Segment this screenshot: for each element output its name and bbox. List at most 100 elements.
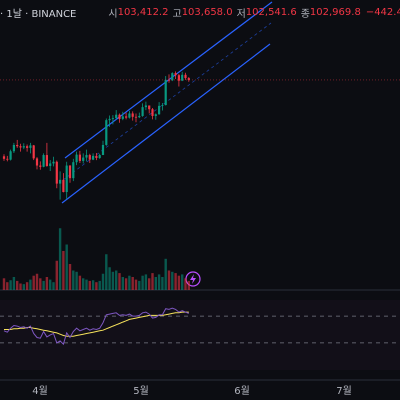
volume-bar	[45, 277, 49, 290]
candle-body	[184, 74, 187, 79]
candle-body	[154, 114, 157, 116]
volume-bar	[128, 275, 131, 290]
candle-body	[2, 156, 6, 159]
volume-bar	[58, 228, 62, 290]
volume-bar	[49, 279, 52, 290]
volume-bar	[157, 274, 161, 290]
candle-body	[59, 179, 62, 184]
candle-body	[88, 155, 91, 160]
rsi-pane	[0, 300, 400, 370]
candle-body	[115, 114, 118, 119]
volume-bar	[95, 282, 98, 290]
candle-body	[55, 161, 58, 184]
ohlc-label: 저	[236, 8, 246, 20]
volume-bar	[144, 274, 148, 290]
candle-body	[177, 75, 180, 81]
candle-body	[144, 105, 147, 108]
volume-bar	[101, 273, 105, 290]
candle-body	[164, 79, 167, 106]
candle-body	[65, 165, 68, 193]
candle-body	[118, 114, 121, 119]
candle-body	[158, 105, 161, 115]
candle-body	[171, 73, 174, 81]
volume-bar	[52, 282, 55, 290]
volume-bar	[151, 273, 154, 290]
candle-body	[108, 118, 111, 121]
volume-bar	[12, 277, 16, 290]
volume-bar	[68, 264, 72, 290]
candle-body	[85, 155, 88, 158]
volume-bar	[55, 260, 58, 290]
volume-bar	[171, 271, 174, 290]
candle-body	[105, 120, 108, 145]
volume-bar	[29, 279, 32, 290]
rsi-line	[3, 307, 189, 346]
ohlc-label: 시	[108, 8, 118, 20]
candle-body	[52, 161, 55, 164]
ohlc-value: 103,412.2	[117, 6, 169, 18]
candle-body	[161, 105, 164, 106]
candle-body	[9, 151, 12, 160]
candle-body	[95, 155, 98, 158]
volume-bar	[154, 277, 157, 290]
volume-bar	[62, 251, 65, 290]
candle-body	[32, 145, 35, 159]
x-tick-label: 6월	[234, 385, 250, 397]
volume-bar	[82, 278, 85, 290]
volume-bar	[65, 244, 68, 290]
candle-body	[174, 73, 177, 76]
volume-bar	[161, 277, 164, 290]
volume-bar	[111, 271, 115, 290]
volume-bar	[164, 258, 167, 290]
volume-bar	[9, 280, 12, 290]
volume-bar	[167, 270, 171, 290]
volume-bar	[91, 280, 95, 290]
volume-bar	[105, 254, 108, 290]
candle-body	[75, 154, 78, 163]
x-tick-label: 5월	[133, 385, 149, 397]
volume-bar	[19, 283, 22, 290]
candle-body	[6, 158, 9, 160]
volume-bar	[98, 280, 101, 290]
volume-bar	[22, 284, 25, 290]
volume-bar	[42, 280, 45, 290]
candle-body	[134, 116, 138, 118]
volume-bar	[72, 270, 75, 290]
ohlc-label: 종	[300, 8, 310, 20]
candle-body	[62, 179, 65, 193]
candle-body	[39, 165, 42, 167]
volume-bar	[118, 273, 121, 290]
channel-mid	[62, 22, 272, 181]
candle-body	[138, 115, 141, 118]
volume-bar	[78, 275, 82, 290]
volume-bar	[131, 277, 134, 290]
volume-bar	[187, 280, 190, 290]
candle-body	[82, 157, 85, 161]
ohlc-value: 103,658.0	[181, 6, 233, 18]
volume-bar	[177, 275, 181, 290]
x-tick-label: 7월	[336, 385, 352, 397]
candle-body	[111, 118, 114, 119]
candle-body	[68, 165, 72, 179]
legend-header: · 1날 · BINANCE 시 103,412.2 고 103,658.0 저 10…	[0, 4, 400, 20]
candle-body	[187, 78, 190, 80]
alert-bolt	[190, 274, 196, 284]
volume-bar	[115, 270, 118, 290]
candle-body	[35, 158, 39, 166]
ohlc-value: 102,541.6	[245, 6, 297, 18]
candle-body	[16, 144, 19, 147]
candle-body	[101, 144, 105, 156]
candle-body	[22, 146, 25, 148]
volume-bar	[16, 280, 19, 290]
candle-body	[49, 163, 52, 166]
candle-body	[121, 116, 124, 119]
volume-bar	[121, 277, 124, 290]
candle-body	[19, 146, 22, 148]
volume-bar	[25, 282, 29, 290]
candle-body	[141, 107, 144, 116]
volume-bar	[2, 278, 6, 290]
volume-bar	[174, 273, 177, 290]
volume-bar	[181, 274, 184, 290]
volume-bar	[32, 275, 35, 290]
